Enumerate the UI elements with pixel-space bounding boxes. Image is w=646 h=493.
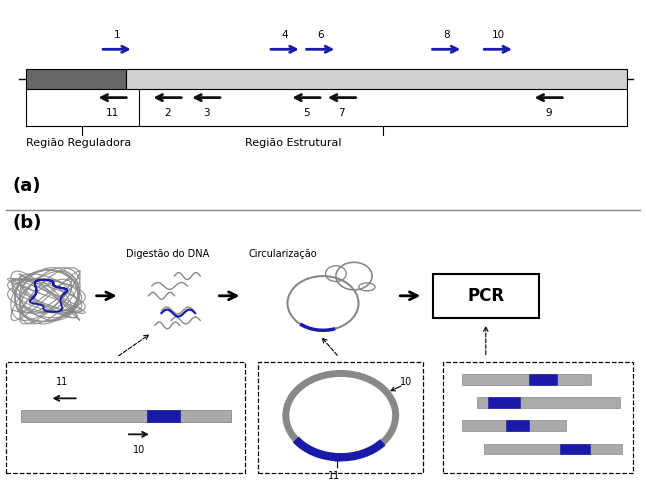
Text: 11: 11 — [56, 378, 68, 387]
Text: 11: 11 — [106, 108, 119, 118]
Text: 2: 2 — [164, 108, 171, 118]
Bar — [506, 420, 528, 431]
Bar — [433, 274, 539, 318]
Text: 10: 10 — [401, 377, 413, 387]
Text: Digestão do DNA: Digestão do DNA — [126, 249, 209, 259]
Text: 8: 8 — [443, 31, 450, 40]
Text: 6: 6 — [317, 31, 324, 40]
Bar — [484, 444, 621, 455]
Text: 3: 3 — [203, 108, 209, 118]
Text: 9: 9 — [545, 108, 552, 118]
Text: 4: 4 — [282, 31, 288, 40]
Text: 10: 10 — [133, 445, 145, 455]
Bar — [461, 420, 567, 431]
Bar — [560, 444, 590, 455]
Bar — [21, 410, 231, 422]
Text: 5: 5 — [303, 108, 309, 118]
Text: Circularização: Circularização — [249, 249, 317, 259]
Text: Região Estrutural: Região Estrutural — [245, 138, 342, 148]
Text: PCR: PCR — [467, 287, 505, 305]
Bar — [126, 69, 627, 89]
Text: 7: 7 — [339, 108, 345, 118]
Text: 11: 11 — [328, 471, 340, 481]
Text: Região Reguladora: Região Reguladora — [26, 138, 131, 148]
Bar — [488, 397, 519, 408]
Text: (b): (b) — [13, 214, 42, 233]
Text: 1: 1 — [114, 31, 120, 40]
Bar — [147, 410, 180, 422]
Text: (a): (a) — [13, 177, 41, 196]
Bar — [529, 374, 557, 385]
Bar — [26, 69, 126, 89]
Bar — [477, 397, 620, 408]
Bar — [461, 374, 591, 385]
Bar — [6, 362, 245, 473]
Bar — [443, 362, 633, 473]
Text: 10: 10 — [492, 31, 505, 40]
Bar — [258, 362, 423, 473]
